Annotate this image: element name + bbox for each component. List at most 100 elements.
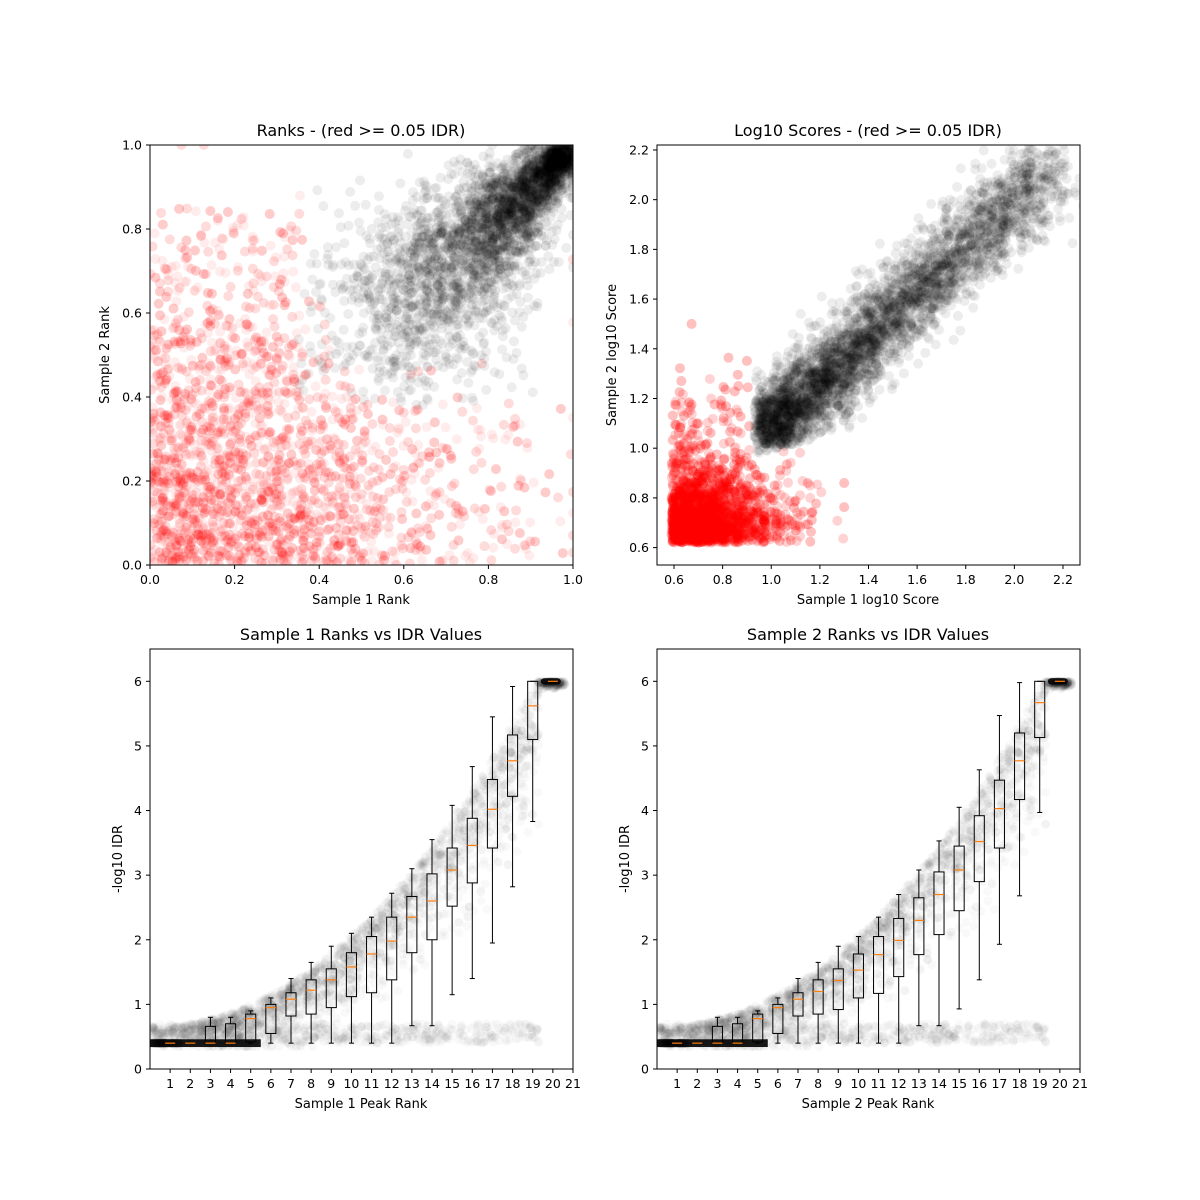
scatter-point-red — [412, 457, 423, 468]
scatter-point-red — [294, 394, 305, 405]
scatter-point-red — [168, 303, 179, 314]
scatter-point-red — [282, 244, 293, 255]
scatter-point-red — [305, 515, 316, 526]
scatter-point-red — [275, 534, 286, 545]
scatter-point-red — [381, 512, 392, 523]
scatter-point-black — [479, 337, 490, 348]
scatter-point-red — [189, 285, 200, 296]
scatter-point-red — [220, 491, 231, 502]
scatter-point-red — [334, 450, 345, 461]
scatter-point-red — [253, 441, 264, 452]
scatter-point-red — [205, 374, 216, 385]
scatter-point-red — [275, 553, 286, 564]
scatter-point-red — [334, 486, 345, 497]
scatter-point-red — [247, 364, 258, 375]
scatter-point-red — [213, 364, 224, 375]
scatter-point-red — [150, 527, 156, 538]
scatter-point-red — [207, 473, 218, 484]
scatter-point-red — [213, 469, 224, 480]
scatter-point-red — [347, 414, 358, 425]
scatter-point-red — [453, 535, 464, 546]
scatter-point-red — [211, 451, 222, 462]
scatter-point-red — [198, 555, 209, 565]
scatter-point-red — [225, 498, 236, 509]
scatter-point-red — [267, 500, 278, 511]
scatter-point-red — [513, 480, 524, 491]
scatter-point-black — [481, 384, 492, 395]
scatter-point-red — [369, 546, 380, 557]
scatter-point-red — [274, 386, 285, 397]
scatter-point-red — [311, 537, 322, 548]
scatter-point-red — [273, 525, 284, 536]
scatter-point-red — [297, 348, 308, 359]
scatter-point-red — [500, 434, 511, 445]
scatter-point-red — [424, 447, 435, 458]
scatter-point-red — [437, 399, 448, 410]
scatter-point-red — [196, 536, 207, 547]
scatter-point-red — [320, 503, 331, 514]
scatter-point-red — [191, 472, 202, 483]
scatter-point-red — [269, 441, 280, 452]
scatter-point-red — [222, 507, 233, 518]
scatter-point-red — [217, 505, 228, 516]
scatter-point-red — [297, 468, 308, 479]
scatter-point-red — [297, 468, 308, 479]
scatter-point-red — [353, 447, 364, 458]
scatter-point-red — [223, 452, 234, 463]
scatter-point-red — [181, 466, 192, 477]
scatter-point-black — [354, 217, 365, 228]
scatter-point-red — [285, 386, 296, 397]
scatter-point-red — [449, 478, 460, 489]
scatter-point-red — [406, 528, 417, 539]
scatter-point-red — [155, 488, 166, 499]
scatter-point-red — [239, 522, 250, 533]
scatter-point-red — [515, 419, 526, 430]
scatter-point-red — [197, 352, 208, 363]
scatter-point-red — [241, 356, 252, 367]
scatter-point-red — [157, 367, 168, 378]
scatter-point-red — [521, 543, 532, 554]
scatter-point-red — [334, 482, 345, 493]
scatter-point-red — [278, 268, 289, 279]
scatter-point-red — [311, 444, 322, 455]
scatter-point-red — [172, 314, 183, 325]
scatter-point-red — [150, 554, 158, 565]
scatter-point-red — [174, 513, 185, 524]
scatter-point-red — [192, 474, 203, 485]
scatter-point-red — [498, 419, 509, 430]
scatter-point-red — [515, 473, 526, 484]
scatter-point-red — [263, 518, 274, 529]
scatter-point-red — [229, 483, 240, 494]
scatter-point-red — [288, 362, 299, 373]
scatter-point-red — [437, 555, 448, 565]
scatter-point-red — [256, 354, 267, 365]
scatter-point-red — [425, 486, 436, 497]
scatter-point-red — [182, 324, 193, 335]
scatter-point-red — [190, 265, 201, 276]
scatter-point-red — [269, 256, 280, 267]
scatter-point-red — [198, 268, 209, 279]
scatter-point-red — [339, 492, 350, 503]
scatter-point-red — [281, 433, 292, 444]
scatter-point-red — [155, 375, 166, 386]
scatter-point-red — [497, 534, 508, 545]
scatter-point-red — [331, 511, 342, 522]
scatter-point-red — [394, 405, 405, 416]
scatter-point-red — [183, 528, 194, 539]
scatter-point-red — [272, 518, 283, 529]
scatter-point-red — [215, 337, 226, 348]
scatter-point-red — [219, 357, 230, 368]
scatter-point-red — [159, 477, 170, 488]
scatter-point-red — [216, 488, 227, 499]
scatter-point-red — [281, 374, 292, 385]
scatter-point-red — [225, 281, 236, 292]
scatter-point-red — [424, 468, 435, 479]
scatter-point-red — [198, 497, 209, 508]
scatter-point-red — [170, 380, 181, 391]
scatter-point-red — [555, 516, 566, 527]
scatter-point-red — [401, 496, 412, 507]
scatter-point-red — [228, 225, 239, 236]
scatter-point-red — [460, 550, 471, 561]
scatter-point-red — [307, 419, 318, 430]
scatter-point-red — [293, 386, 304, 397]
